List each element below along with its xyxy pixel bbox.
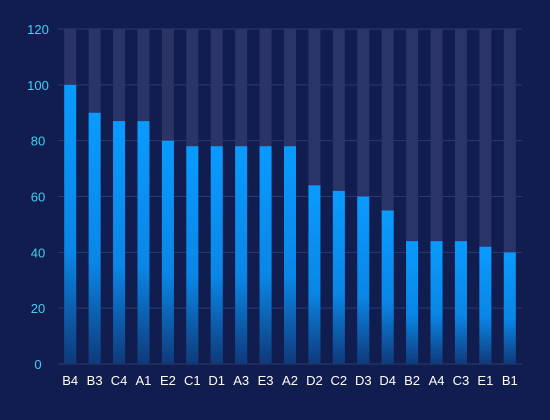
x-tick-label: A3 — [233, 373, 249, 388]
x-tick-label: E3 — [258, 373, 274, 388]
bar-E1 — [479, 246, 492, 364]
x-tick-label: D1 — [208, 373, 225, 388]
bar-C4 — [113, 121, 126, 364]
x-axis-ticks: B4 B3 C4 A1 E2 C1 D1 A3 E3 A2 D2 C2 D3 D4 B2 A4 C3 E1 B1 — [62, 373, 517, 388]
bars — [64, 84, 516, 364]
x-tick-label: B2 — [404, 373, 420, 388]
x-tick-label: C1 — [184, 373, 201, 388]
x-tick-label: B4 — [62, 373, 78, 388]
bar-D4 — [381, 210, 394, 364]
x-tick-label: A1 — [136, 373, 152, 388]
bar-A1 — [137, 121, 150, 364]
bar-A2 — [284, 146, 296, 364]
x-tick-label: B3 — [87, 373, 103, 388]
bar-C3 — [454, 241, 467, 364]
bar-C1 — [186, 146, 199, 364]
x-tick-label: E2 — [160, 373, 176, 388]
bar-D3 — [357, 196, 370, 364]
y-tick-label: 80 — [31, 134, 45, 149]
y-axis-ticks: 0 20 40 60 80 100 120 — [27, 22, 49, 372]
bar-B2 — [406, 241, 419, 364]
x-tick-label: E1 — [477, 373, 493, 388]
y-tick-label: 60 — [31, 190, 45, 205]
bar-B1 — [503, 252, 516, 364]
x-tick-label: D3 — [355, 373, 372, 388]
x-tick-label: C2 — [331, 373, 348, 388]
x-tick-label: D2 — [306, 373, 323, 388]
y-tick-label: 40 — [31, 245, 45, 260]
bar-C2 — [332, 190, 345, 364]
y-tick-label: 120 — [27, 22, 49, 37]
x-tick-label: A2 — [282, 373, 298, 388]
x-tick-label: D4 — [379, 373, 396, 388]
x-tick-label: B1 — [502, 373, 518, 388]
bar-E2 — [161, 140, 174, 364]
y-tick-label: 20 — [31, 301, 45, 316]
y-tick-label: 100 — [27, 78, 49, 93]
bar-A3 — [235, 146, 248, 364]
bar-track — [503, 29, 516, 364]
x-tick-label: C4 — [111, 373, 128, 388]
bar-E3 — [259, 146, 272, 364]
bar-D2 — [308, 185, 321, 364]
bar-B3 — [88, 112, 101, 364]
bar-A4 — [430, 241, 443, 364]
x-tick-label: C3 — [453, 373, 470, 388]
x-tick-label: A4 — [429, 373, 445, 388]
bar-B4 — [64, 84, 77, 364]
y-tick-label: 0 — [34, 357, 41, 372]
bar-D1 — [210, 146, 223, 364]
